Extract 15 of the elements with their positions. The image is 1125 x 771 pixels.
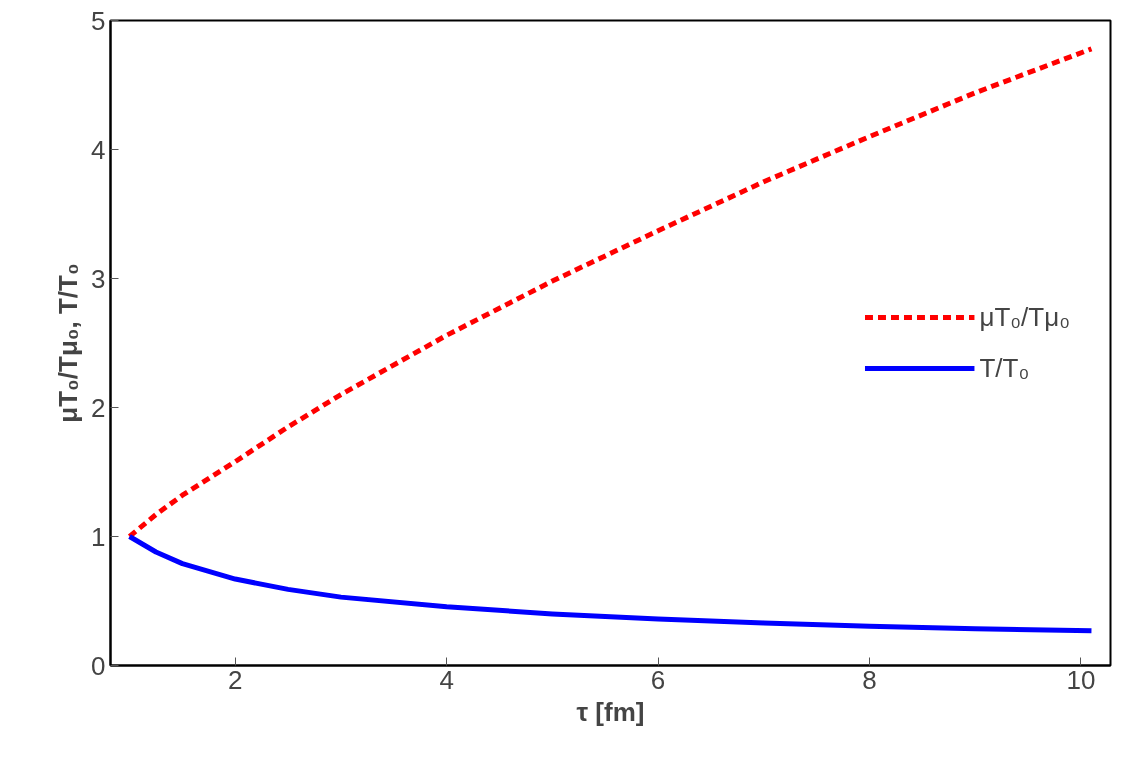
- legend-label: T/T₀: [979, 352, 1030, 384]
- y-tick-label: 4: [91, 134, 106, 165]
- x-tick-label: 10: [1066, 664, 1096, 695]
- x-tick-label: 6: [650, 664, 666, 695]
- y-axis-title: μT₀/Tμ₀, T/T₀: [53, 263, 84, 423]
- x-axis-title: τ [fm]: [576, 696, 645, 727]
- y-tick-label: 1: [91, 521, 106, 552]
- y-tick-label: 5: [91, 5, 106, 36]
- y-tick-label: 3: [91, 263, 106, 294]
- y-tick-label: 0: [91, 650, 106, 681]
- x-tick-label: 8: [862, 664, 877, 695]
- x-tick-label: 4: [439, 664, 454, 695]
- legend-label: μT₀/Tμ₀: [979, 301, 1070, 333]
- y-tick-label: 2: [91, 392, 106, 423]
- x-tick-label: 2: [228, 664, 243, 695]
